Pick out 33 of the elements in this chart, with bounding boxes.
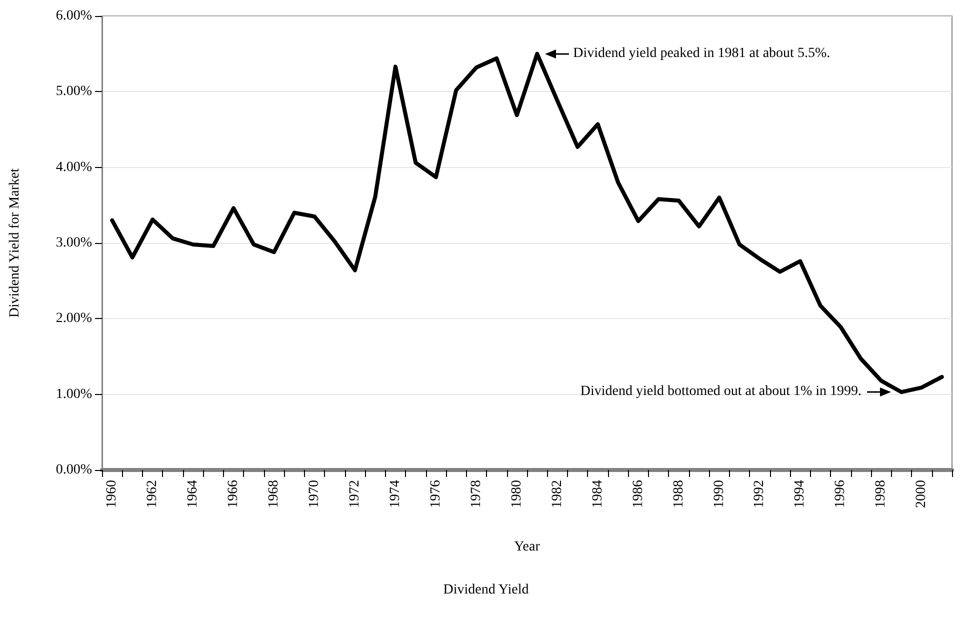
y-tick-label: 1.00% [56, 386, 92, 402]
x-tick-label: 1984 [590, 480, 606, 508]
x-tick-label: 1996 [833, 480, 848, 508]
x-tick-label: 1992 [752, 480, 768, 508]
x-tick-label: 1970 [307, 480, 322, 508]
x-tick-label: 1982 [550, 480, 565, 508]
x-tick-label: 2000 [914, 480, 930, 508]
y-tick-label: 4.00% [56, 160, 92, 175]
y-tick-label: 0.00% [56, 462, 92, 478]
annotation: Dividend yield peaked in 1981 at about 5.5%. [573, 46, 830, 62]
x-axis-title: Year [514, 540, 540, 554]
x-tick-label: 1968 [266, 480, 282, 508]
y-tick-label: 6.00% [56, 8, 92, 24]
x-tick-label: 1998 [874, 480, 889, 508]
annotation: Dividend yield bottomed out at about 1% in 1999. [580, 384, 862, 400]
x-tick-label: 1990 [712, 480, 727, 508]
x-tick-label: 1962 [145, 480, 160, 508]
x-tick-label: 1976 [428, 480, 444, 508]
x-tick-label: 1966 [226, 480, 242, 508]
y-tick-label: 2.00% [56, 311, 92, 326]
x-tick-label: 1974 [388, 480, 403, 508]
y-tick-label: 5.00% [56, 84, 92, 100]
y-tick-label: 3.00% [56, 236, 92, 250]
text: Dividend Yield [443, 582, 529, 598]
x-tick-label: 1988 [671, 480, 686, 508]
x-tick-label: 1994 [792, 480, 808, 508]
x-tick-label: 1986 [630, 480, 646, 508]
x-tick-label: 1960 [104, 480, 120, 508]
x-tick-label: 1980 [509, 480, 524, 508]
x-tick-label: 1978 [468, 480, 484, 508]
y-axis-title: Dividend Yield for Market [8, 168, 22, 318]
x-tick-label: 1964 [186, 480, 201, 508]
x-tick-label: 1972 [347, 480, 362, 508]
